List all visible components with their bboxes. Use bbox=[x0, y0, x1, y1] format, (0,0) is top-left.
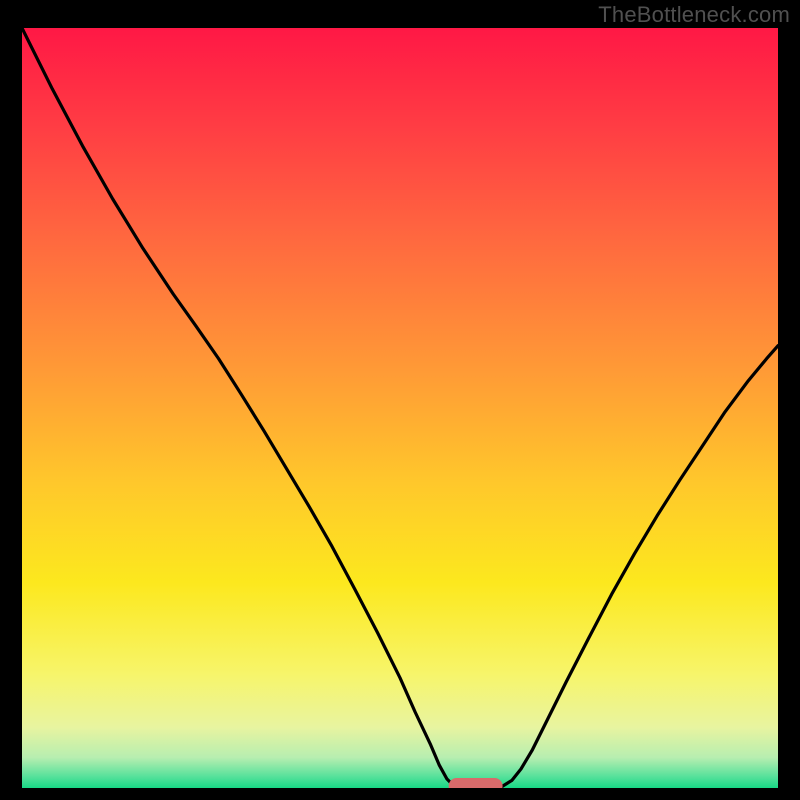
plot-svg bbox=[22, 28, 778, 788]
chart-frame: TheBottleneck.com bbox=[0, 0, 800, 800]
plot-area bbox=[22, 28, 778, 788]
bottleneck-marker bbox=[449, 778, 503, 788]
watermark-text: TheBottleneck.com bbox=[598, 2, 790, 28]
plot-background bbox=[22, 28, 778, 788]
